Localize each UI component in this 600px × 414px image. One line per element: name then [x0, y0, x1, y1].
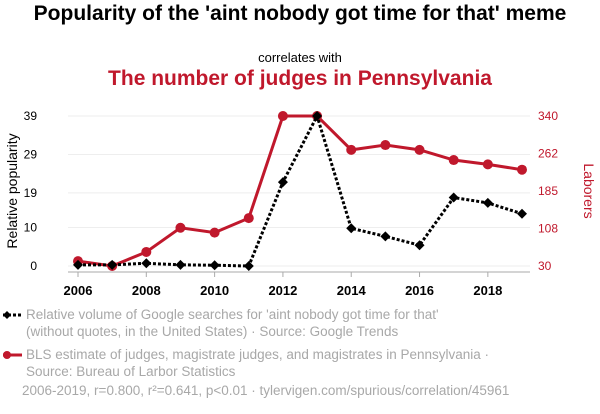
x-tick-label: 2016 [405, 283, 434, 298]
point-meme [346, 223, 357, 234]
y-axis-label: Relative popularity [4, 133, 20, 248]
point-meme [107, 259, 118, 270]
point-judges [482, 159, 493, 170]
point-meme [175, 259, 186, 270]
legend-item-google: Relative volume of Google searches for '… [26, 306, 439, 340]
y-tick-label: 39 [24, 109, 38, 123]
point-meme [517, 208, 527, 219]
y-tick-label: 29 [24, 147, 38, 161]
point-judges [277, 111, 288, 121]
x-tick-label: 2010 [200, 283, 229, 298]
point-meme [141, 258, 152, 269]
legend-text: Source: Bureau of Larbor Statistics [26, 364, 236, 379]
point-judges [517, 164, 527, 175]
legend-marker-judges-dot [3, 351, 11, 359]
legend-text: Relative volume of Google searches for '… [26, 307, 439, 322]
point-judges [346, 144, 357, 155]
x-tick-label: 2014 [337, 283, 367, 298]
point-judges [175, 222, 186, 233]
x-tick-label: 2006 [64, 283, 93, 298]
point-meme [414, 240, 425, 251]
series-line-judges [77, 114, 523, 268]
y2-tick-label: 262 [538, 147, 558, 161]
x-tick-label: 2012 [268, 283, 297, 298]
y2-tick-label: 30 [538, 259, 552, 273]
point-judges [414, 144, 425, 155]
y2-tick-label: 108 [538, 221, 558, 235]
legend-text: (without quotes, in the United States) ·… [26, 324, 399, 339]
point-judges [243, 213, 254, 224]
point-meme [277, 177, 288, 188]
point-judges [380, 140, 391, 151]
point-meme [73, 259, 83, 270]
x-tick-label: 2018 [473, 283, 502, 298]
legend-item-bls: BLS estimate of judges, magistrate judge… [26, 346, 489, 380]
point-judges [141, 246, 152, 257]
y2-tick-label: 340 [538, 109, 558, 123]
y2-tick-label: 185 [538, 184, 558, 198]
y-tick-label: 19 [24, 186, 38, 200]
point-judges [448, 155, 459, 166]
x-tick-label: 2008 [132, 283, 161, 298]
point-meme [243, 261, 254, 271]
point-meme [312, 111, 323, 121]
y-tick-label: 10 [24, 221, 38, 235]
chart-title: Popularity of the 'aint nobody got time … [33, 2, 567, 25]
legend-text: BLS estimate of judges, magistrate judge… [26, 347, 489, 362]
correlates-label: correlates with [258, 50, 342, 65]
footer: 2006-2019, r=0.800, r²=0.641, p<0.01 · t… [22, 383, 510, 398]
point-meme [380, 231, 391, 242]
legend-marker-meme-diamond [3, 311, 11, 319]
chart-subtitle: The number of judges in Pennsylvania [108, 67, 492, 90]
point-judges [209, 227, 220, 238]
point-meme [209, 260, 220, 271]
y-tick-label: 0 [30, 259, 37, 273]
y2-axis-label: Laborers [581, 163, 597, 218]
point-meme [448, 192, 459, 203]
series-line-meme [78, 112, 523, 268]
point-meme [482, 197, 493, 208]
